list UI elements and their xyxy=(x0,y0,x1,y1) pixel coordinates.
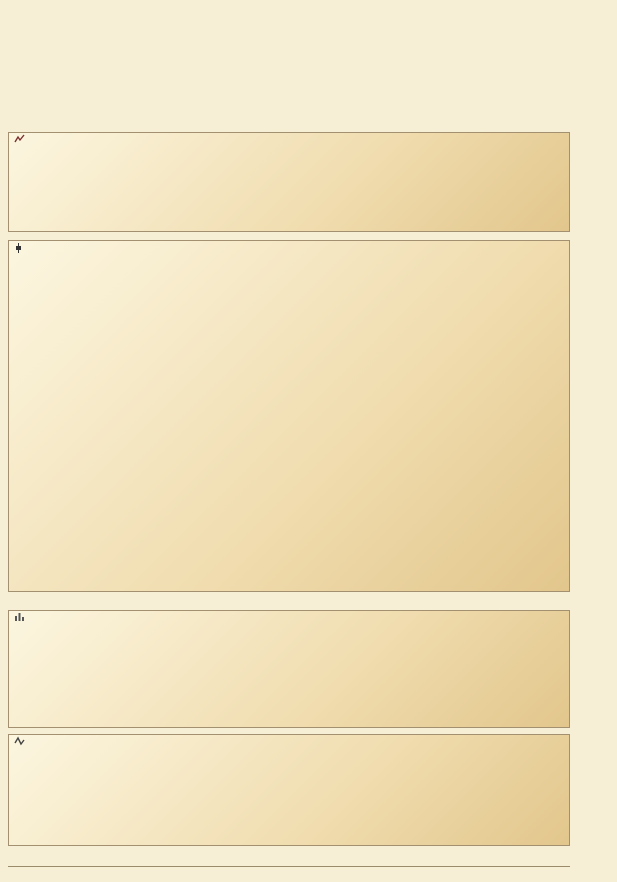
price-legend-symbol xyxy=(14,243,26,257)
bottom-border xyxy=(8,866,570,867)
volume-legend xyxy=(14,611,36,624)
symbol-title xyxy=(8,93,20,108)
volume-bars-icon xyxy=(14,611,25,624)
macd-legend xyxy=(14,736,40,749)
x-axis-months-bottom xyxy=(0,851,617,865)
chart-header xyxy=(8,93,607,108)
rsi-legend xyxy=(14,134,32,147)
x-axis-months-top xyxy=(0,596,617,610)
candlestick-icon xyxy=(14,243,23,257)
macd-indicator-icon xyxy=(14,736,25,749)
price-legend xyxy=(14,243,26,257)
rsi-indicator-icon xyxy=(14,134,25,147)
